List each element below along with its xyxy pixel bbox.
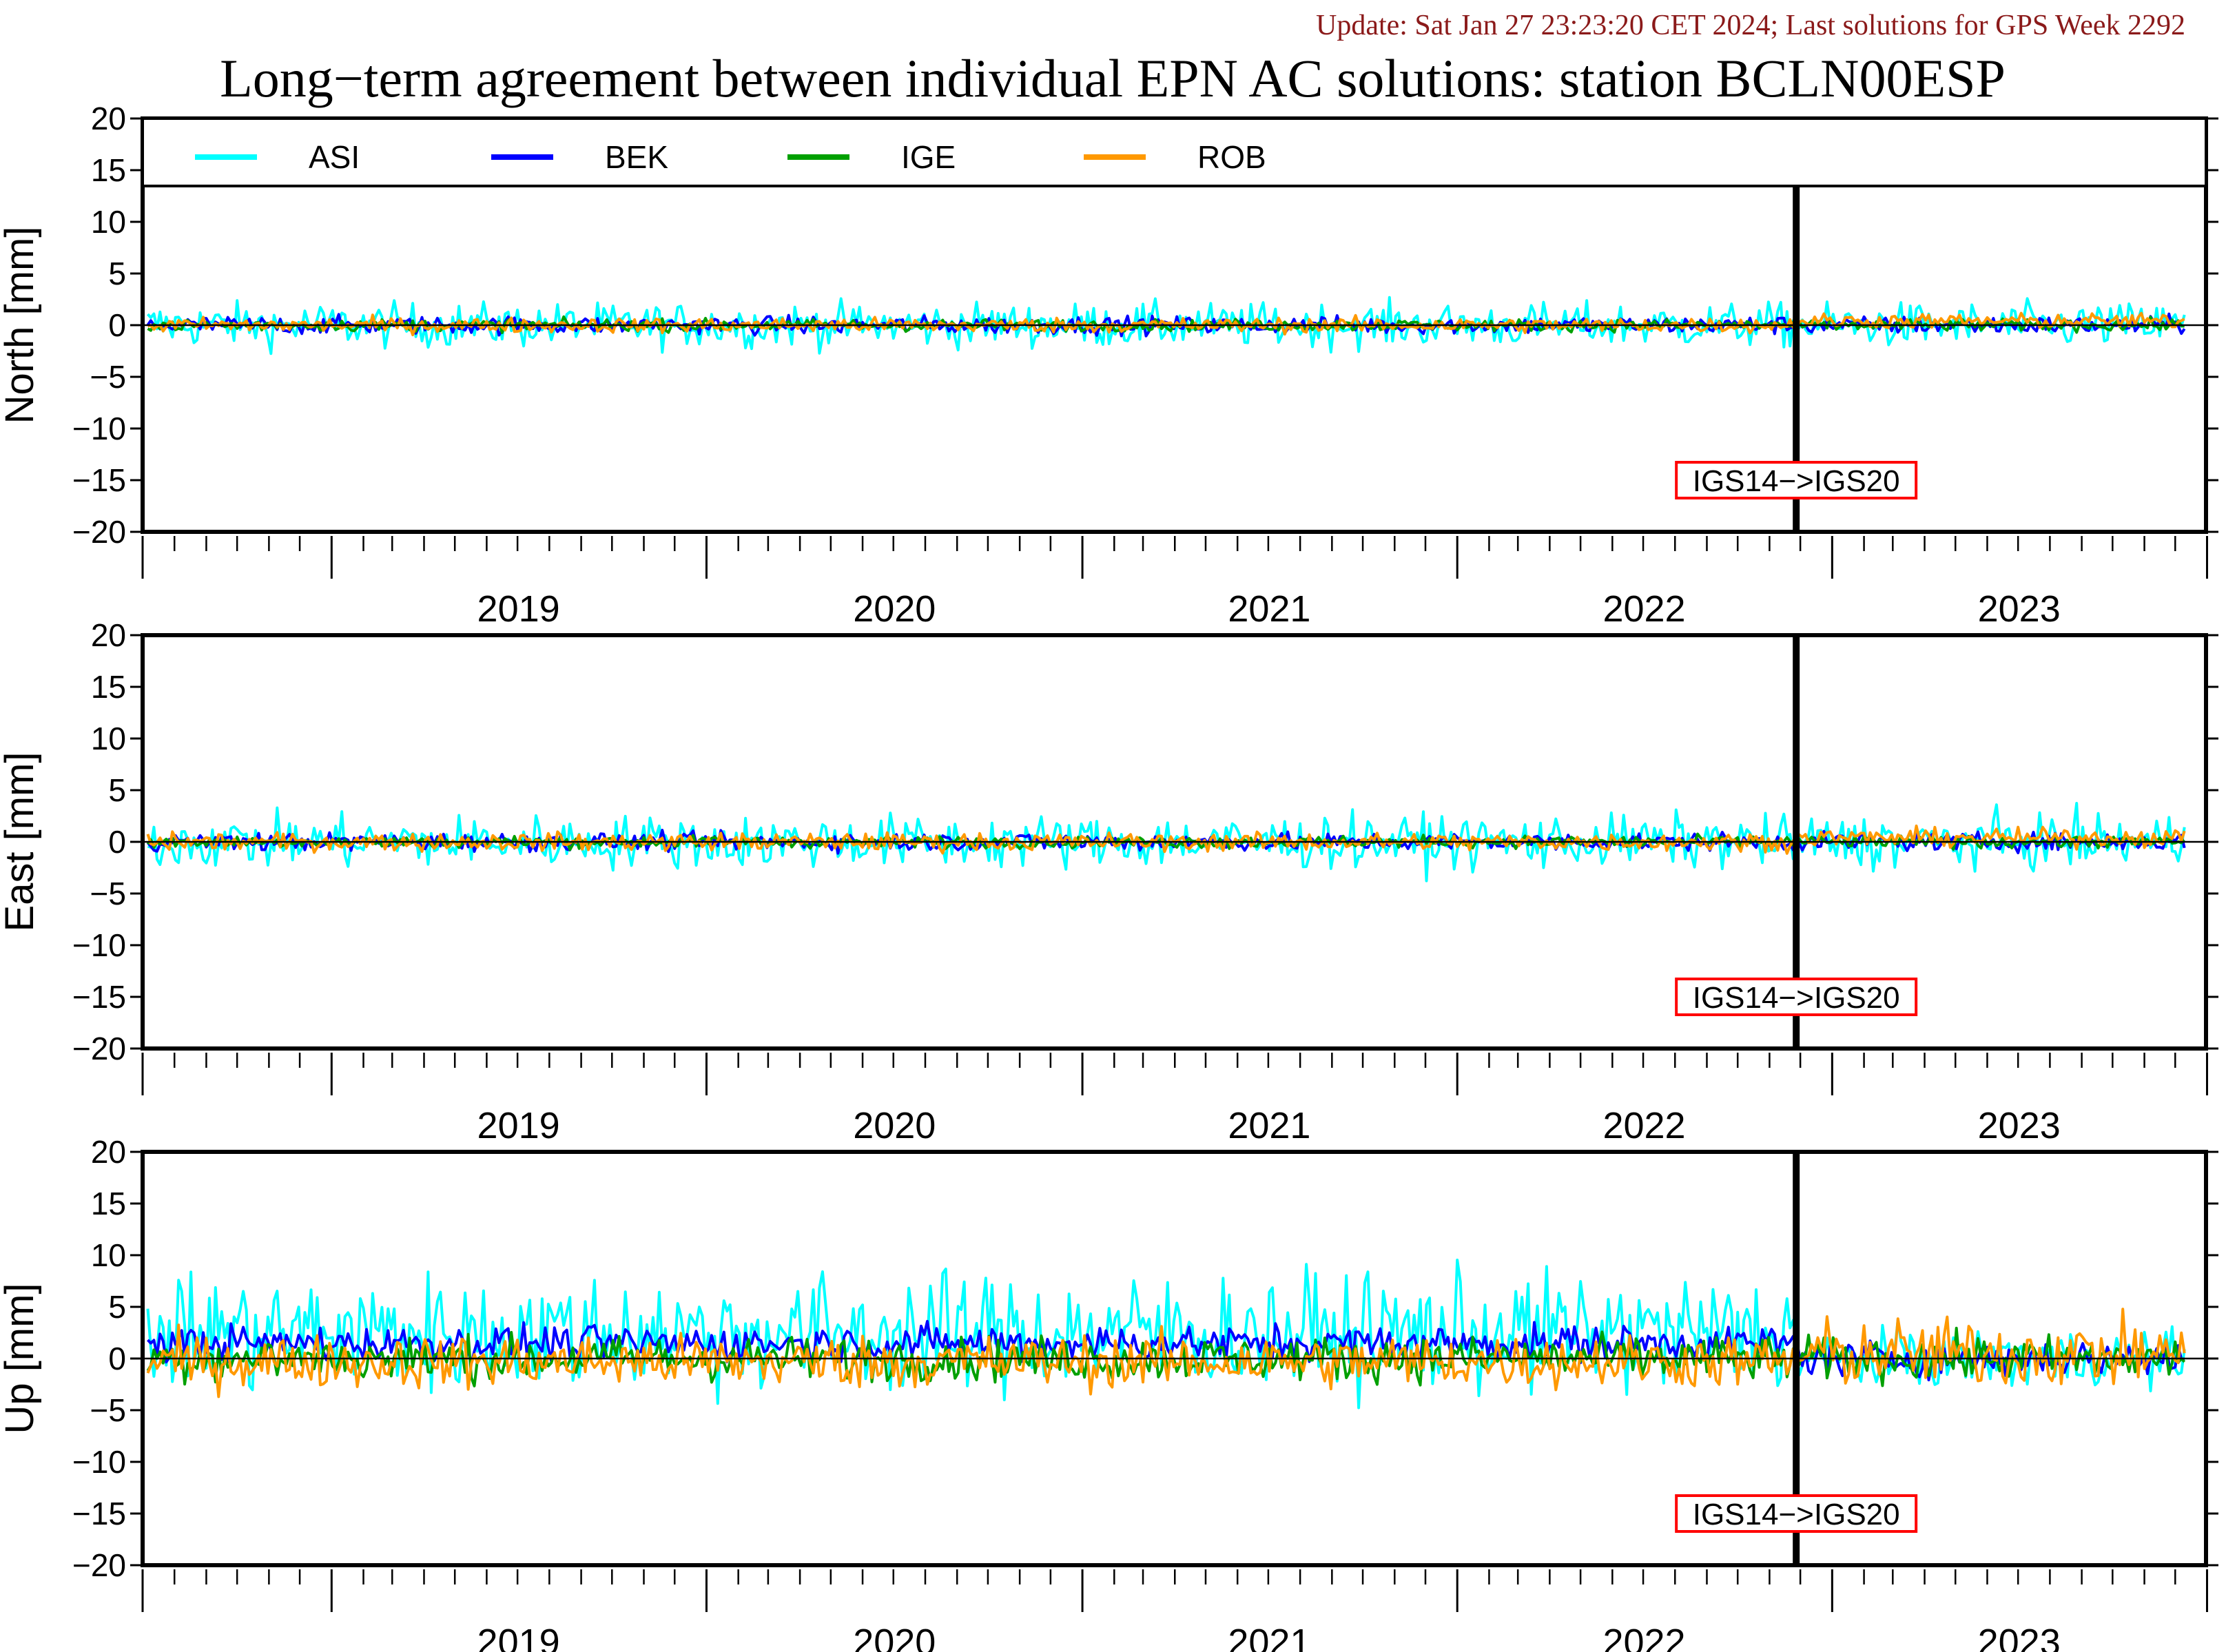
y-tick-label: 15 <box>91 1186 126 1221</box>
y-tick-label: 0 <box>108 1341 126 1376</box>
y-tick-label: 10 <box>91 721 126 756</box>
series-group <box>146 1259 2186 1410</box>
legend-box <box>141 117 2207 187</box>
panel-0: IGS14−>IGS20 20 15 10 5 0 −5 −10 −15 −20 North [mm… <box>0 101 2218 630</box>
year-label: 2021 <box>1228 1622 1310 1652</box>
year-label: 2020 <box>853 588 936 630</box>
y-tick-label: −20 <box>72 1031 126 1066</box>
chart-title: Long−term agreement between individual E… <box>220 48 2006 108</box>
panel-1: IGS14−>IGS20 20 15 10 5 0 −5 −10 −15 −20 East [mm]… <box>0 617 2218 1146</box>
update-timestamp: Update: Sat Jan 27 23:23:20 CET 2024; La… <box>1316 10 2185 41</box>
y-tick-label: −20 <box>72 514 126 550</box>
y-tick-label: 15 <box>91 669 126 705</box>
y-tick-label: 5 <box>108 772 126 808</box>
annotation-label: IGS14−>IGS20 <box>1693 981 1900 1015</box>
series-rob-line <box>146 1308 2186 1398</box>
year-label: 2023 <box>1978 1105 2061 1146</box>
legend-item-bek: BEK <box>491 139 668 175</box>
y-tick-label: 20 <box>91 1134 126 1170</box>
series-asi-line <box>147 802 2186 882</box>
frame-change-annotation: IGS14−>IGS20 <box>1675 978 1918 1016</box>
y-axis-label: Up [mm] <box>0 1283 42 1434</box>
series-asi-line <box>146 1259 2186 1410</box>
year-label: 2019 <box>477 1622 560 1652</box>
y-tick-label: −5 <box>90 1392 126 1428</box>
legend-item-asi: ASI <box>195 139 360 175</box>
y-tick-label: 20 <box>91 101 126 136</box>
series-rob-line <box>147 311 2185 337</box>
y-tick-label: −10 <box>72 927 126 963</box>
frame-change-annotation: IGS14−>IGS20 <box>1675 461 1918 499</box>
year-label: 2021 <box>1228 588 1310 630</box>
legend-label: ROB <box>1197 139 1266 175</box>
annotation-label: IGS14−>IGS20 <box>1693 1498 1900 1531</box>
y-tick-label: 15 <box>91 152 126 188</box>
year-label: 2022 <box>1602 588 1685 630</box>
year-label: 2019 <box>477 588 560 630</box>
y-tick-label: −15 <box>72 462 126 498</box>
year-label: 2022 <box>1602 1105 1685 1146</box>
y-tick-label: −10 <box>72 411 126 446</box>
y-tick-label: 0 <box>108 824 126 860</box>
series-rob-line <box>146 824 2186 855</box>
y-tick-label: 20 <box>91 617 126 653</box>
y-tick-label: 0 <box>108 307 126 343</box>
y-tick-label: 5 <box>108 1289 126 1325</box>
y-tick-label: −5 <box>90 876 126 911</box>
y-tick-label: −20 <box>72 1547 126 1583</box>
legend-label: ASI <box>309 139 360 175</box>
y-tick-label: −15 <box>72 979 126 1015</box>
legend-item-ige: IGE <box>787 139 956 175</box>
y-tick-label: −15 <box>72 1496 126 1531</box>
y-tick-label: 10 <box>91 204 126 240</box>
year-label: 2020 <box>853 1105 936 1146</box>
year-label: 2021 <box>1228 1105 1310 1146</box>
y-axis-label: East [mm] <box>0 752 42 931</box>
year-label: 2020 <box>853 1622 936 1652</box>
legend-item-rob: ROB <box>1084 139 1266 175</box>
legend-label: IGE <box>901 139 956 175</box>
panels: IGS14−>IGS20 20 15 10 5 0 −5 −10 −15 −20 North [mm… <box>0 101 2218 1652</box>
year-label: 2023 <box>1978 1622 2061 1652</box>
year-label: 2022 <box>1602 1622 1685 1652</box>
year-label: 2019 <box>477 1105 560 1146</box>
y-axis-label: North [mm] <box>0 227 42 424</box>
y-tick-label: −5 <box>90 359 126 395</box>
annotation-label: IGS14−>IGS20 <box>1693 464 1900 498</box>
y-tick-label: 5 <box>108 256 126 291</box>
year-label: 2023 <box>1978 588 2061 630</box>
frame-change-annotation: IGS14−>IGS20 <box>1675 1494 1918 1533</box>
y-tick-label: 10 <box>91 1237 126 1273</box>
legend-label: BEK <box>605 139 668 175</box>
y-tick-label: −10 <box>72 1444 126 1480</box>
panel-2: IGS14−>IGS20 20 15 10 5 0 −5 −10 −15 −20 Up [mm] 20… <box>0 1134 2218 1652</box>
